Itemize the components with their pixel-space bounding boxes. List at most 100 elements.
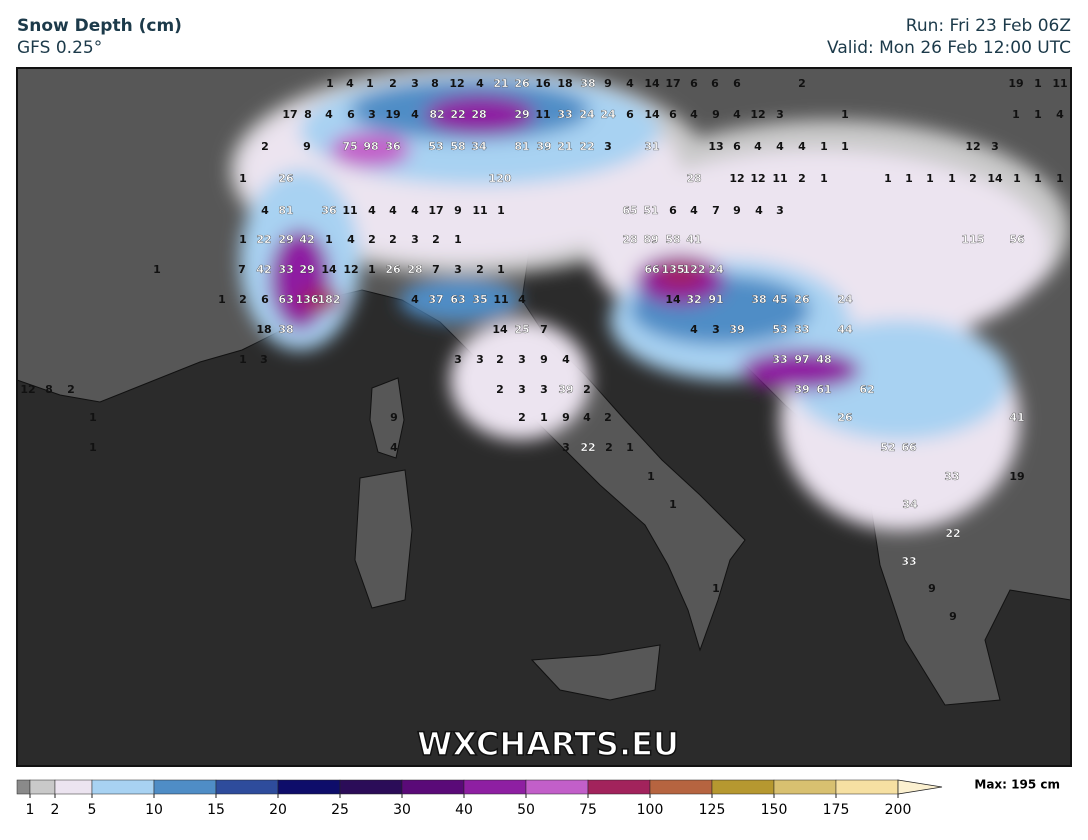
- point-value: 1: [820, 172, 828, 185]
- colorbar-segment: [463, 779, 527, 795]
- point-value: 9: [454, 204, 462, 217]
- colorbar-label: 25: [331, 802, 349, 818]
- point-value: 21: [493, 77, 508, 90]
- point-value: 2: [496, 383, 504, 396]
- point-value: 34: [471, 140, 487, 153]
- point-value: 1: [905, 172, 913, 185]
- point-value: 3: [260, 353, 268, 366]
- point-value: 2: [389, 233, 397, 246]
- point-value: 41: [1009, 411, 1024, 424]
- point-value: 42: [256, 263, 271, 276]
- colorbar-arrow: [897, 779, 943, 795]
- colorbar-segment: [711, 779, 775, 795]
- point-value: 1: [89, 441, 97, 454]
- point-value: 22: [256, 233, 271, 246]
- point-value: 11: [772, 172, 787, 185]
- point-value: 24: [708, 263, 724, 276]
- point-value: 3: [454, 263, 462, 276]
- point-value: 1: [1034, 108, 1042, 121]
- point-value: 3: [712, 323, 720, 336]
- colorbar-label: 150: [761, 802, 788, 818]
- point-value: 33: [794, 323, 809, 336]
- point-value: 4: [1056, 108, 1064, 121]
- point-value: 4: [690, 204, 698, 217]
- point-value: 14: [321, 263, 337, 276]
- point-value: 36: [385, 140, 401, 153]
- point-value: 1: [1012, 108, 1020, 121]
- point-value: 2: [604, 411, 612, 424]
- point-value: 1: [1034, 77, 1042, 90]
- point-value: 33: [772, 353, 787, 366]
- colorbar-segment: [773, 779, 837, 795]
- point-value: 38: [580, 77, 595, 90]
- point-value: 8: [304, 108, 312, 121]
- point-value: 9: [562, 411, 570, 424]
- point-value: 12: [343, 263, 358, 276]
- point-value: 1: [540, 411, 548, 424]
- point-value: 38: [278, 323, 293, 336]
- colorbar-label: 200: [885, 802, 912, 818]
- colorbar-segment: [91, 779, 155, 795]
- colorbar-label: 100: [637, 802, 664, 818]
- colorbar-segment: [215, 779, 279, 795]
- point-value: 39: [729, 323, 744, 336]
- point-value: 3: [562, 441, 570, 454]
- point-value: 24: [579, 108, 595, 121]
- point-value: 120: [489, 172, 512, 185]
- model: GFS 0.25°: [17, 38, 102, 58]
- point-value: 45: [772, 293, 787, 306]
- point-value: 97: [794, 353, 809, 366]
- point-value: 1: [926, 172, 934, 185]
- point-value: 11: [493, 293, 508, 306]
- point-value: 38: [751, 293, 766, 306]
- point-value: 34: [902, 498, 918, 511]
- colorbar-label: 125: [699, 802, 726, 818]
- point-value: 2: [432, 233, 440, 246]
- title: Snow Depth (cm): [17, 16, 182, 36]
- point-value: 2: [969, 172, 977, 185]
- point-value: 12: [20, 383, 35, 396]
- point-value: 1: [669, 498, 677, 511]
- point-value: 4: [411, 204, 419, 217]
- watermark: WXCHARTS.EU: [417, 725, 679, 763]
- point-value: 28: [407, 263, 422, 276]
- point-value: 4: [626, 77, 634, 90]
- point-value: 82: [429, 108, 444, 121]
- point-value: 4: [476, 77, 484, 90]
- point-value: 53: [428, 140, 443, 153]
- point-value: 3: [518, 353, 526, 366]
- point-value: 26: [278, 172, 294, 185]
- point-value: 1: [1034, 172, 1042, 185]
- valid: Valid: Mon 26 Feb 12:00 UTC: [827, 38, 1071, 58]
- point-value: 1: [239, 233, 247, 246]
- point-value: 1: [497, 204, 505, 217]
- point-value: 11: [1052, 77, 1067, 90]
- point-value: 28: [686, 172, 701, 185]
- point-value: 11: [342, 204, 357, 217]
- point-value: 3: [454, 353, 462, 366]
- point-value: 1: [326, 77, 334, 90]
- colorbar-segment: [401, 779, 465, 795]
- point-value: 9: [733, 204, 741, 217]
- point-value: 2: [239, 293, 247, 306]
- map-area: WXCHARTS.EU: [17, 68, 1071, 766]
- point-value: 4: [562, 353, 570, 366]
- point-value: 89: [643, 233, 658, 246]
- point-value: 91: [708, 293, 723, 306]
- colorbar-label: 175: [823, 802, 850, 818]
- point-value: 3: [411, 233, 419, 246]
- point-value: 24: [837, 293, 853, 306]
- colorbar-label: 10: [145, 802, 163, 818]
- colorbar-label: 5: [88, 802, 97, 818]
- point-value: 63: [450, 293, 465, 306]
- point-value: 2: [368, 233, 376, 246]
- point-value: 1: [368, 263, 376, 276]
- point-value: 62: [859, 383, 874, 396]
- colorbar-segment: [587, 779, 651, 795]
- point-value: 12: [449, 77, 464, 90]
- point-value: 29: [514, 108, 529, 121]
- point-value: 9: [928, 582, 936, 595]
- point-value: 9: [540, 353, 548, 366]
